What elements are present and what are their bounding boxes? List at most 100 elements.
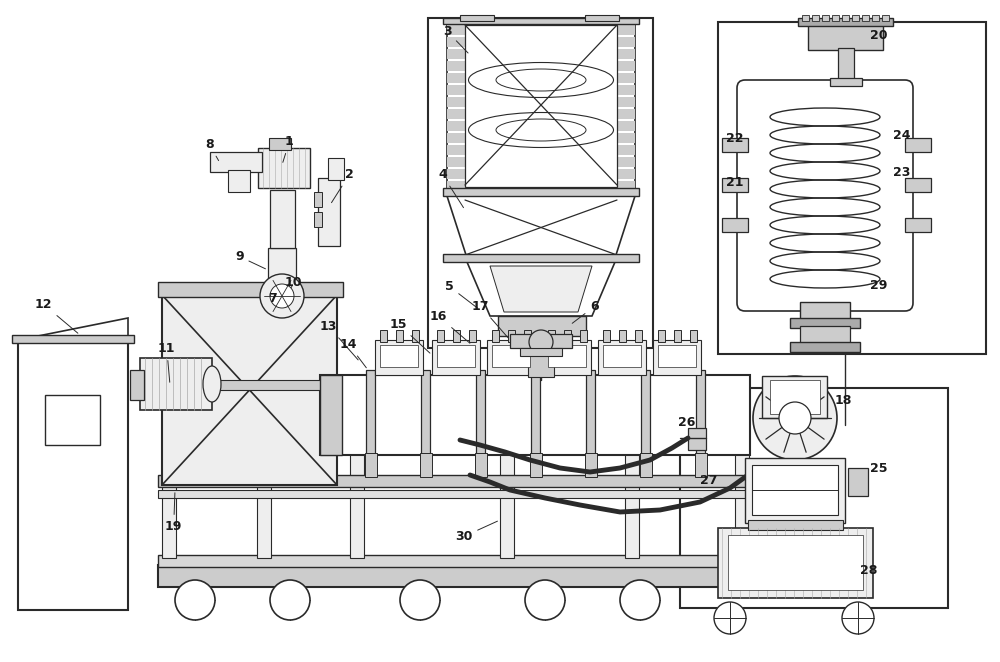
Bar: [421, 370, 430, 462]
Bar: [658, 345, 696, 367]
Bar: [635, 330, 642, 342]
Bar: [862, 15, 869, 21]
Bar: [520, 348, 562, 356]
Text: 18: 18: [835, 393, 852, 406]
Bar: [476, 370, 485, 462]
Text: 29: 29: [870, 279, 887, 291]
Bar: [443, 188, 639, 196]
Bar: [808, 22, 883, 50]
Polygon shape: [447, 97, 465, 107]
Polygon shape: [467, 262, 615, 316]
Bar: [674, 330, 681, 342]
Polygon shape: [490, 266, 592, 312]
Bar: [598, 340, 646, 375]
Bar: [437, 345, 475, 367]
Text: 6: 6: [572, 300, 599, 323]
Bar: [428, 18, 653, 348]
Text: 4: 4: [438, 168, 464, 208]
Polygon shape: [447, 25, 465, 35]
Bar: [432, 340, 480, 375]
Bar: [696, 370, 705, 462]
Ellipse shape: [468, 62, 614, 97]
Bar: [603, 345, 641, 367]
Circle shape: [525, 580, 565, 620]
Polygon shape: [447, 133, 465, 143]
Text: 15: 15: [390, 318, 430, 353]
Bar: [314, 192, 322, 207]
Bar: [718, 528, 873, 598]
Text: 22: 22: [726, 132, 744, 144]
Bar: [728, 535, 863, 590]
Text: 19: 19: [165, 493, 182, 533]
Bar: [328, 158, 344, 180]
Bar: [453, 330, 460, 342]
Bar: [619, 330, 626, 342]
Text: 13: 13: [320, 320, 358, 360]
Text: 25: 25: [870, 461, 888, 475]
Polygon shape: [617, 49, 635, 59]
Bar: [802, 15, 809, 21]
Polygon shape: [617, 73, 635, 83]
Polygon shape: [447, 181, 465, 191]
Bar: [158, 565, 748, 587]
Bar: [487, 340, 535, 375]
Polygon shape: [447, 85, 465, 95]
Polygon shape: [18, 318, 128, 340]
Circle shape: [842, 602, 874, 634]
Bar: [872, 15, 879, 21]
Bar: [722, 138, 748, 152]
Bar: [140, 358, 212, 410]
Bar: [469, 330, 476, 342]
Bar: [162, 295, 337, 485]
Bar: [510, 334, 572, 348]
Circle shape: [270, 284, 294, 308]
Bar: [412, 330, 419, 342]
Bar: [548, 330, 555, 342]
Bar: [603, 330, 610, 342]
Bar: [158, 282, 343, 297]
Circle shape: [714, 602, 746, 634]
Polygon shape: [447, 157, 465, 167]
Bar: [318, 178, 340, 246]
Text: 16: 16: [430, 310, 470, 343]
Polygon shape: [617, 157, 635, 167]
Bar: [838, 48, 854, 80]
Circle shape: [260, 274, 304, 318]
Bar: [492, 345, 530, 367]
Polygon shape: [617, 85, 635, 95]
Bar: [270, 190, 295, 248]
Bar: [848, 468, 868, 496]
Bar: [508, 330, 515, 342]
Ellipse shape: [203, 366, 221, 402]
Bar: [585, 15, 619, 21]
Ellipse shape: [468, 113, 614, 148]
Text: 3: 3: [443, 25, 468, 53]
Text: 8: 8: [205, 138, 219, 161]
Text: 14: 14: [340, 338, 366, 368]
Polygon shape: [617, 121, 635, 131]
Bar: [625, 380, 639, 558]
Polygon shape: [617, 37, 635, 47]
Bar: [162, 380, 176, 558]
Bar: [258, 148, 310, 188]
Polygon shape: [617, 133, 635, 143]
Bar: [852, 15, 859, 21]
Bar: [257, 380, 271, 558]
Bar: [158, 475, 748, 487]
Bar: [366, 370, 375, 462]
Bar: [752, 465, 838, 515]
Circle shape: [620, 580, 660, 620]
Text: 2: 2: [331, 168, 354, 203]
Bar: [653, 340, 701, 375]
Ellipse shape: [496, 119, 586, 141]
Text: 11: 11: [158, 342, 176, 382]
Polygon shape: [447, 169, 465, 179]
Bar: [640, 453, 652, 477]
Bar: [905, 178, 931, 192]
Bar: [790, 342, 860, 352]
Text: 30: 30: [455, 521, 497, 543]
Bar: [158, 555, 748, 567]
Polygon shape: [617, 109, 635, 119]
Bar: [262, 288, 302, 296]
Circle shape: [175, 580, 215, 620]
